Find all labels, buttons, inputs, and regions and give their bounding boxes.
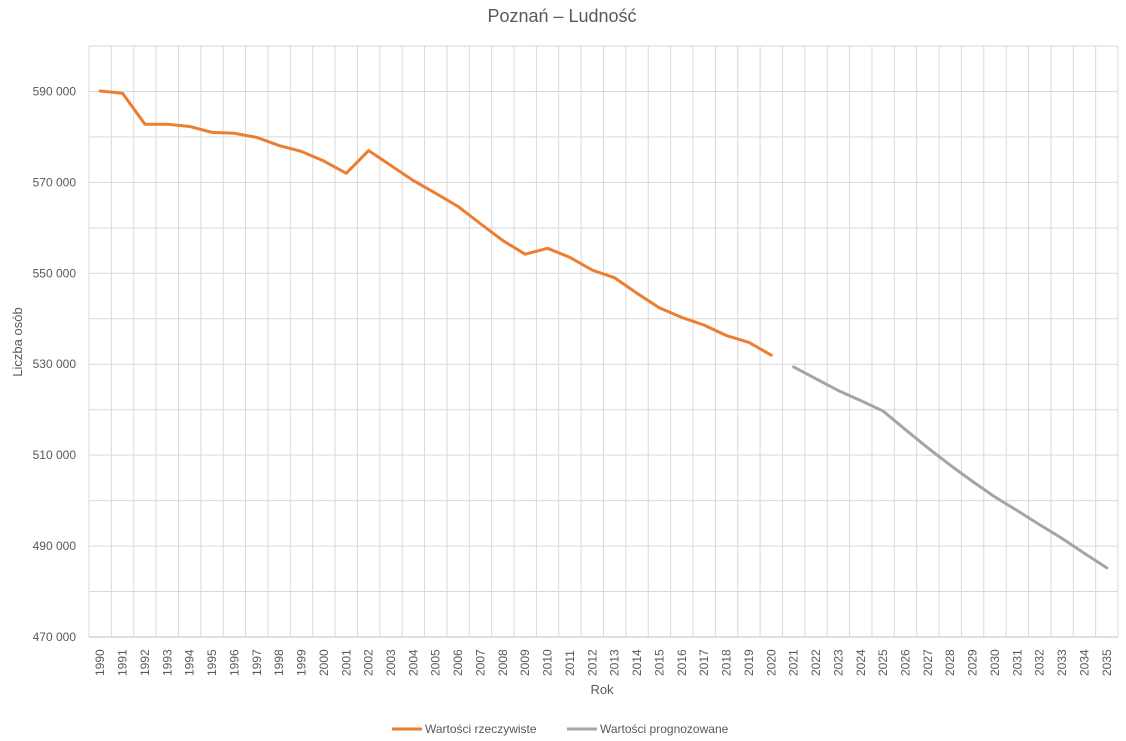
- y-axis-tick-labels: 470 000 490 000 510 000 530 000 550 000 570 0…: [33, 84, 77, 644]
- x-tick-label: 2026: [898, 649, 912, 676]
- vertical-gridlines: [88, 46, 1119, 637]
- x-tick-label: 1993: [160, 649, 174, 676]
- x-tick-label: 2034: [1077, 649, 1091, 676]
- x-tick-label: 2009: [518, 649, 532, 676]
- x-tick-label: 2011: [563, 650, 577, 676]
- legend-label: Wartości rzeczywiste: [425, 722, 537, 736]
- x-tick-label: 2015: [652, 649, 666, 676]
- series-line: [98, 89, 773, 357]
- x-tick-label: 2014: [630, 649, 644, 676]
- x-tick-label: 2035: [1100, 649, 1114, 676]
- x-tick-label: 2006: [451, 649, 465, 676]
- x-tick-label: 2025: [876, 649, 890, 676]
- y-tick-label: 570 000: [33, 175, 77, 189]
- x-tick-label: 1996: [227, 649, 241, 676]
- y-axis-title: Liczba osób: [10, 307, 25, 376]
- x-tick-label: 2010: [541, 649, 555, 676]
- x-tick-label: 1997: [250, 649, 264, 676]
- x-tick-label: 2000: [317, 649, 331, 676]
- x-tick-label: 2001: [339, 649, 353, 676]
- x-tick-label: 2023: [831, 649, 845, 676]
- x-tick-label: 2016: [675, 649, 689, 676]
- x-tick-label: 1998: [272, 649, 286, 676]
- x-tick-label: 2002: [362, 649, 376, 676]
- x-tick-label: 2022: [809, 649, 823, 676]
- x-tick-label: 2003: [384, 649, 398, 676]
- x-tick-label: 2018: [720, 649, 734, 676]
- x-tick-label: 1999: [295, 649, 309, 676]
- legend-label: Wartości prognozowane: [600, 722, 729, 736]
- x-tick-label: 2028: [943, 649, 957, 676]
- y-tick-label: 470 000: [33, 630, 77, 644]
- y-tick-label: 530 000: [33, 357, 77, 371]
- x-tick-label: 2020: [764, 649, 778, 676]
- x-tick-label: 2024: [854, 649, 868, 676]
- x-tick-label: 2032: [1033, 649, 1047, 676]
- y-tick-label: 510 000: [33, 448, 77, 462]
- x-tick-label: 2029: [966, 649, 980, 676]
- x-tick-label: 2027: [921, 649, 935, 676]
- x-tick-label: 1991: [116, 649, 130, 676]
- x-tick-label: 2017: [697, 649, 711, 676]
- x-tick-label: 2005: [429, 649, 443, 676]
- series-line: [792, 365, 1109, 570]
- x-tick-label: 1992: [138, 649, 152, 676]
- y-tick-label: 590 000: [33, 84, 77, 98]
- x-tick-label: 1995: [205, 649, 219, 676]
- x-tick-label: 2019: [742, 649, 756, 676]
- x-axis-tick-labels: 1990 1991 1992 1993 1994 1995 1996 1997 1998 1999…: [93, 649, 1114, 676]
- x-tick-label: 2013: [608, 649, 622, 676]
- x-tick-label: 1994: [183, 649, 197, 676]
- x-tick-label: 2030: [988, 649, 1002, 676]
- x-tick-label: 2004: [406, 649, 420, 676]
- x-tick-label: 2031: [1010, 649, 1024, 676]
- chart-title: Poznań – Ludność: [487, 6, 636, 26]
- x-tick-label: 2012: [585, 649, 599, 676]
- x-tick-label: 2007: [473, 649, 487, 676]
- y-tick-label: 490 000: [33, 539, 77, 553]
- x-tick-label: 2033: [1055, 649, 1069, 676]
- series-lines: [98, 89, 1109, 570]
- x-tick-label: 2021: [787, 649, 801, 676]
- x-tick-label: 2008: [496, 649, 510, 676]
- x-tick-label: 1990: [93, 649, 107, 676]
- legend: Wartości rzeczywiste Wartości prognozowan…: [392, 722, 729, 736]
- y-tick-label: 550 000: [33, 266, 77, 280]
- x-axis-title: Rok: [590, 682, 614, 697]
